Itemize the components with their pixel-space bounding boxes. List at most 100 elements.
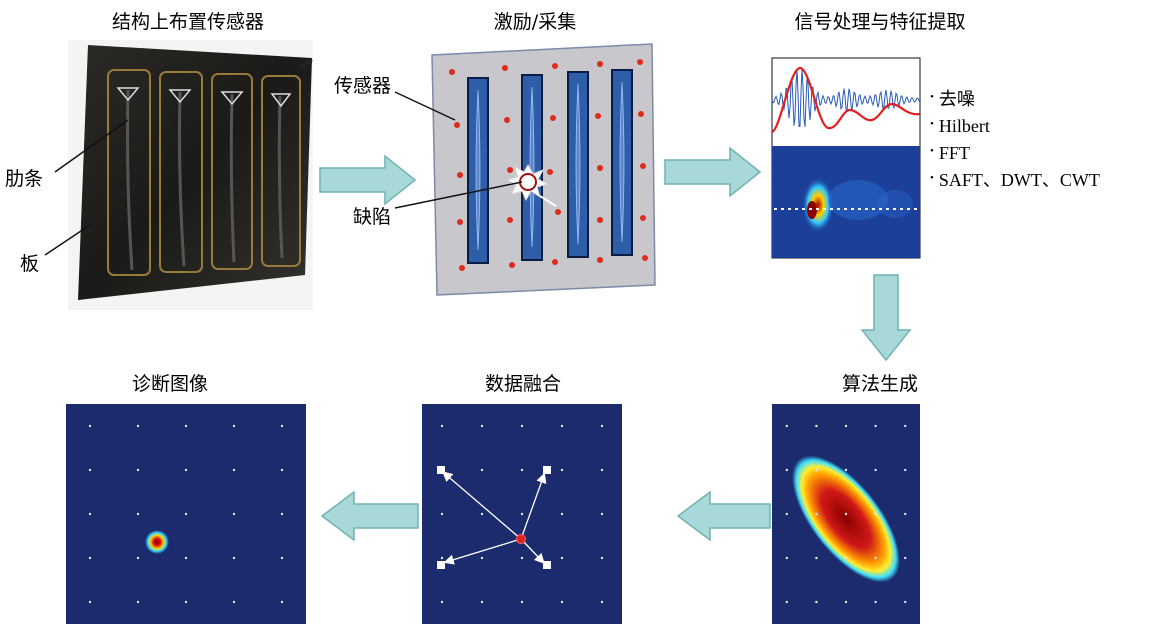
- flow-arrow-3: [860, 274, 912, 362]
- sensor-dot: [597, 165, 603, 171]
- sensor-dot: [640, 163, 646, 169]
- fusion-transducers: [437, 466, 551, 569]
- grid-dot: [440, 424, 444, 428]
- grid-dot: [785, 512, 788, 516]
- grid-dot: [520, 424, 524, 428]
- sensor-dot: [547, 169, 553, 175]
- grid-dot: [844, 600, 848, 604]
- grid-dot: [88, 512, 92, 516]
- grid-dot: [520, 512, 524, 516]
- sensor-dot: [597, 217, 603, 223]
- title-excitation: 激励/采集: [494, 11, 576, 33]
- grid-dot: [844, 512, 848, 516]
- grid-dot: [480, 556, 484, 560]
- grid-dot: [815, 556, 818, 560]
- signal-panel: [771, 57, 921, 259]
- sensor-dot: [552, 259, 558, 265]
- sensor-dot: [507, 167, 513, 173]
- sensor-dot: [555, 209, 561, 215]
- grid-dot: [904, 468, 907, 472]
- grid-dot: [600, 468, 604, 472]
- sensor-dot: [637, 59, 643, 65]
- grid-dot: [844, 468, 848, 472]
- grid-dot: [280, 600, 284, 604]
- grid-dot: [88, 468, 92, 472]
- grid-dot: [600, 600, 604, 604]
- grid-dot: [232, 468, 236, 472]
- grid-dot: [184, 512, 188, 516]
- processing-methods: • 去噪 • Hilbert • FFT • SAFT、DWT、CWT: [930, 89, 1100, 190]
- grid-dot: [874, 512, 877, 516]
- grid-dot: [785, 600, 788, 604]
- method-item: • SAFT、DWT、CWT: [930, 170, 1100, 190]
- grid-dot: [520, 556, 524, 560]
- label-rib: 肋条: [5, 168, 43, 190]
- sensor-dot: [595, 113, 601, 119]
- sensor-dot: [504, 117, 510, 123]
- title-data-fusion: 数据融合: [485, 373, 561, 395]
- grid-dot: [480, 468, 484, 472]
- sensor-dot: [459, 265, 465, 271]
- grid-dot: [88, 424, 92, 428]
- grid-dot: [136, 468, 140, 472]
- grid-dot: [184, 468, 188, 472]
- label-plate: 板: [20, 253, 39, 275]
- grid-dot: [815, 468, 818, 472]
- flow-arrow-5: [320, 490, 419, 542]
- grid-dot: [815, 512, 818, 516]
- method-item: • 去噪: [930, 89, 975, 109]
- title-signal-processing: 信号处理与特征提取: [794, 11, 965, 33]
- grid-dot: [785, 556, 788, 560]
- sensor-dot: [454, 122, 460, 128]
- sensor-dot: [457, 172, 463, 178]
- grid-dot: [440, 512, 444, 516]
- sensor-dot: [502, 65, 508, 71]
- fusion-defect: [516, 534, 526, 544]
- rib-leader: [54, 119, 129, 173]
- sensor-dot: [550, 115, 556, 121]
- sensor-dot: [457, 219, 463, 225]
- sensor-dot: [449, 69, 455, 75]
- sensor-dot: [597, 61, 603, 67]
- grid-dot: [280, 468, 284, 472]
- grid-dot: [440, 600, 444, 604]
- grid-dot: [520, 468, 524, 472]
- grid-dot: [232, 556, 236, 560]
- flow-arrow-1: [319, 154, 417, 206]
- grid-dot: [874, 468, 877, 472]
- grid-dot: [136, 512, 140, 516]
- grid-dot: [480, 424, 484, 428]
- grid-dot: [600, 556, 604, 560]
- flow-arrow-4: [676, 490, 771, 542]
- defect-leader: [394, 181, 523, 209]
- sensor-leader: [394, 91, 456, 121]
- method-item: • FFT: [930, 143, 970, 163]
- grid-dot: [560, 600, 564, 604]
- grid-dot: [904, 556, 907, 560]
- grid-dot: [785, 424, 788, 428]
- grid-dot: [184, 600, 188, 604]
- grid-dot: [815, 424, 818, 428]
- grid-dot: [480, 600, 484, 604]
- grid-dot: [184, 424, 188, 428]
- grid-dot: [136, 556, 140, 560]
- grid-dot: [600, 512, 604, 516]
- grid-dot: [136, 424, 140, 428]
- grid-dot: [88, 556, 92, 560]
- sensor-dot: [638, 111, 644, 117]
- algorithm-grid-dots: [785, 424, 907, 604]
- grid-dot: [904, 512, 907, 516]
- grid-dot: [560, 468, 564, 472]
- grid-dot: [520, 600, 524, 604]
- grid-dot: [874, 556, 877, 560]
- grid-dot: [844, 424, 848, 428]
- label-defect: 缺陷: [353, 206, 391, 228]
- grid-dot: [904, 600, 907, 604]
- grid-dot: [600, 424, 604, 428]
- grid-dot: [280, 556, 284, 560]
- grid-dot: [280, 424, 284, 428]
- sensor-dot: [642, 255, 648, 261]
- grid-dot: [232, 512, 236, 516]
- label-sensor: 传感器: [334, 75, 391, 97]
- excitation-plate: [431, 43, 656, 296]
